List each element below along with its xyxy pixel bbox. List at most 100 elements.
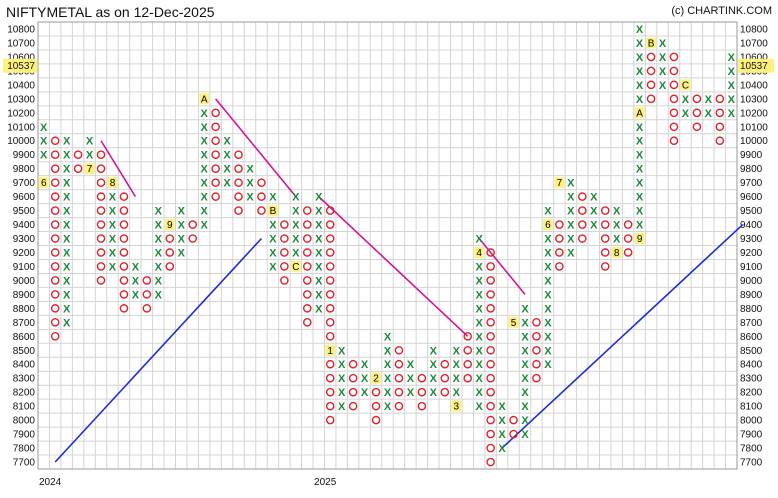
x-box: X xyxy=(521,429,529,441)
o-box xyxy=(325,206,335,215)
y-tick-right: 9800 xyxy=(740,164,763,175)
o-box xyxy=(325,415,335,425)
x-box: X xyxy=(453,345,461,357)
month-marker-bg xyxy=(508,316,519,328)
x-box: X xyxy=(476,331,484,343)
x-box: X xyxy=(155,206,163,218)
y-tick-left: 9700 xyxy=(13,178,36,189)
o-box xyxy=(50,220,60,229)
o-box xyxy=(234,192,243,201)
x-box: X xyxy=(63,317,71,329)
y-tick-right: 10600 xyxy=(740,52,768,63)
x-box: X xyxy=(178,234,186,246)
x-box: X xyxy=(315,303,323,315)
support-trendline xyxy=(54,237,263,463)
o-box xyxy=(440,373,450,383)
x-box: X xyxy=(223,150,231,162)
y-tick-left: 8200 xyxy=(13,388,36,399)
o-box xyxy=(669,52,679,62)
x-box: X xyxy=(567,206,575,218)
o-box xyxy=(486,276,495,285)
o-box xyxy=(394,387,404,397)
x-box: X xyxy=(636,52,644,64)
y-tick-left: 10100 xyxy=(7,122,35,133)
plot-frame xyxy=(37,21,738,470)
y-tick-left: 9100 xyxy=(13,262,36,273)
o-box xyxy=(302,234,312,243)
x-box: X xyxy=(476,303,484,315)
y-tick-left: 8800 xyxy=(13,304,36,315)
x-box: X xyxy=(476,317,484,329)
o-box xyxy=(119,290,129,299)
o-box xyxy=(486,345,495,355)
x-box: X xyxy=(155,220,163,232)
o-box xyxy=(257,178,266,187)
o-box xyxy=(532,318,541,327)
o-box xyxy=(486,331,495,341)
o-box xyxy=(119,262,129,271)
y-tick-right: 8400 xyxy=(740,360,763,371)
x-box: X xyxy=(132,289,140,301)
o-box xyxy=(234,178,243,187)
x-box: X xyxy=(63,289,71,301)
o-box xyxy=(165,234,175,243)
o-box xyxy=(669,122,679,132)
chart-title: NIFTYMETAL as on 12-Dec-2025 xyxy=(6,4,215,20)
y-tick-right: 8000 xyxy=(740,416,763,427)
x-box: X xyxy=(453,373,461,385)
x-box: X xyxy=(132,261,140,273)
month-marker: 9 xyxy=(637,234,643,245)
y-tick-right: 8600 xyxy=(740,332,763,343)
month-marker: B xyxy=(270,206,277,217)
o-box xyxy=(96,262,106,271)
o-box xyxy=(165,248,175,257)
o-box xyxy=(50,192,60,201)
o-box xyxy=(578,234,587,243)
y-tick-left: 8000 xyxy=(13,416,36,427)
x-box: X xyxy=(223,178,231,190)
month-marker-bg xyxy=(451,400,462,412)
x-box: X xyxy=(155,275,163,287)
x-box: X xyxy=(63,178,71,190)
y-tick-left: 10700 xyxy=(7,38,35,49)
x-box: X xyxy=(132,275,140,287)
o-box xyxy=(532,345,541,355)
o-box xyxy=(555,248,564,257)
o-box xyxy=(211,122,220,132)
o-box xyxy=(486,290,495,299)
x-box: X xyxy=(200,136,208,148)
x-box: X xyxy=(544,317,552,329)
o-box xyxy=(623,248,633,257)
y-tick-left: 10200 xyxy=(7,108,35,119)
x-box: X xyxy=(246,192,254,204)
x-box: X xyxy=(476,234,484,246)
x-box: X xyxy=(705,108,713,120)
x-box: X xyxy=(155,261,163,273)
x-box: X xyxy=(63,150,71,162)
o-box xyxy=(486,457,495,467)
y-tick-right: 7900 xyxy=(740,430,763,441)
o-box xyxy=(50,178,60,187)
y-tick-right: 9500 xyxy=(740,206,763,217)
o-box xyxy=(50,331,60,341)
x-box: X xyxy=(453,359,461,371)
y-tick-left: 9300 xyxy=(13,234,36,245)
o-box xyxy=(302,318,312,327)
x-box: X xyxy=(521,331,529,343)
o-box xyxy=(302,276,312,285)
o-box xyxy=(348,373,358,383)
y-tick-right: 10700 xyxy=(740,38,768,49)
y-tick-left: 8600 xyxy=(13,332,36,343)
x-box: X xyxy=(155,289,163,301)
o-box xyxy=(463,373,473,383)
x-box: X xyxy=(705,94,713,106)
o-box xyxy=(50,276,60,285)
x-box: X xyxy=(315,247,323,259)
o-box xyxy=(669,94,679,104)
x-box: X xyxy=(613,206,621,218)
x-box: X xyxy=(636,164,644,176)
x-box: X xyxy=(384,387,392,399)
x-box: X xyxy=(544,289,552,301)
y-tick-right: 10300 xyxy=(740,94,768,105)
o-box xyxy=(669,80,679,90)
